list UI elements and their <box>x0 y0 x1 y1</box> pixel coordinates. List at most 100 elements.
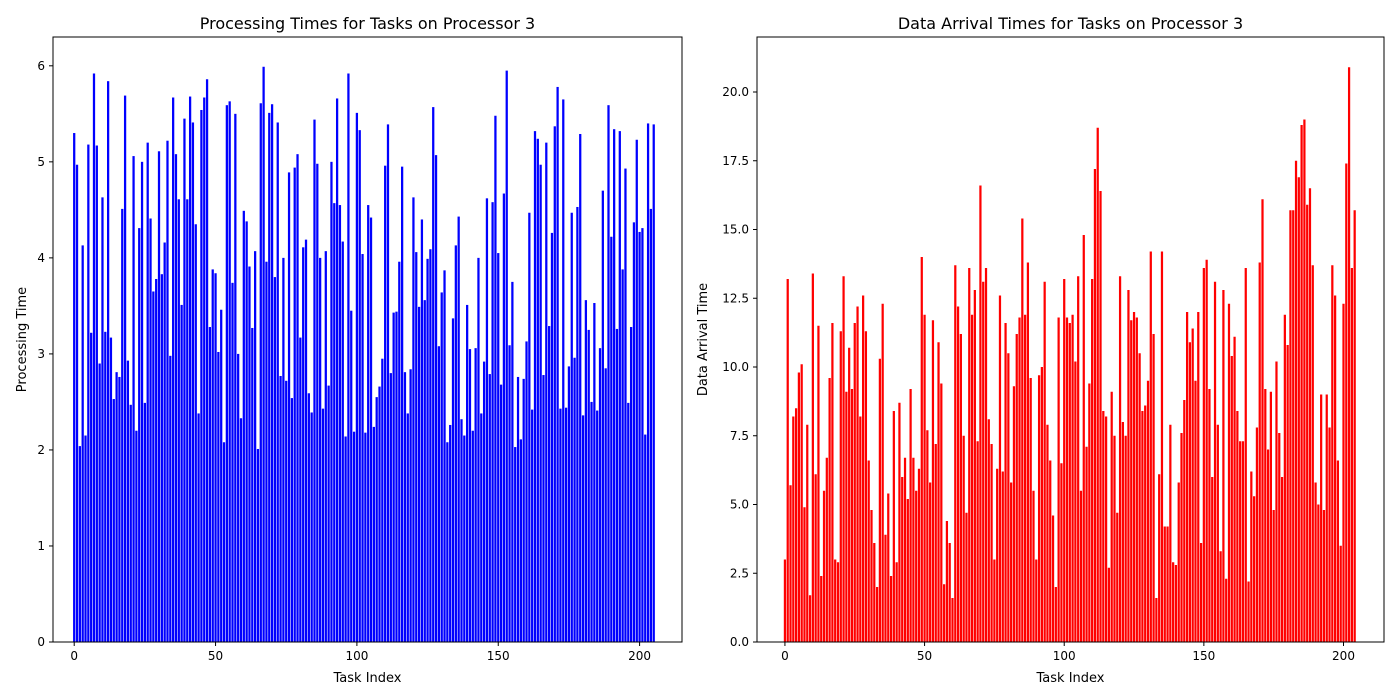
bar <box>259 103 262 642</box>
bar <box>367 205 370 642</box>
y-axis-ticks: 0.0 2.5 5.0 7.5 10.0 12.5 15.0 17.5 20.0 <box>722 85 757 649</box>
bar <box>979 185 982 642</box>
bar <box>406 413 409 642</box>
bar <box>1054 587 1057 642</box>
bar <box>646 123 650 643</box>
bar <box>1255 427 1259 642</box>
bar <box>358 130 361 642</box>
bar <box>1149 251 1152 642</box>
bar <box>1336 460 1340 642</box>
bar <box>610 236 613 642</box>
bar <box>845 391 848 642</box>
bar <box>1172 562 1175 642</box>
bar <box>638 231 641 642</box>
bar <box>923 314 926 642</box>
bar <box>596 410 599 642</box>
bar <box>287 172 291 642</box>
bar <box>84 435 87 642</box>
x-tick-label: 150 <box>1192 649 1215 663</box>
bar <box>482 361 486 642</box>
bar <box>906 499 909 642</box>
x-tick-label: 100 <box>1053 649 1076 663</box>
bar <box>1138 353 1141 642</box>
bar <box>429 249 432 643</box>
bar <box>853 323 856 642</box>
bar <box>293 167 296 642</box>
y-axis-label: Processing Time <box>15 287 30 392</box>
bar <box>304 239 308 642</box>
bar <box>1289 210 1292 642</box>
bar <box>783 559 787 642</box>
bar <box>129 404 132 642</box>
bar <box>1155 598 1158 642</box>
bar <box>968 268 971 642</box>
bar <box>1001 471 1004 642</box>
bar <box>1174 565 1178 642</box>
bar <box>239 418 243 642</box>
bar <box>177 199 180 643</box>
bar <box>1104 416 1108 642</box>
bar <box>208 327 212 642</box>
bar <box>581 415 585 642</box>
bar <box>548 326 551 642</box>
bar <box>364 432 367 642</box>
y-tick-label: 7.5 <box>730 429 749 443</box>
bar <box>1297 177 1300 642</box>
bar <box>1264 389 1267 642</box>
bar <box>95 145 98 642</box>
bar <box>265 261 268 642</box>
bar <box>1060 463 1063 642</box>
bar <box>613 129 616 642</box>
bar <box>324 251 327 642</box>
bar <box>644 434 647 642</box>
bar <box>412 197 415 642</box>
bar <box>987 419 990 642</box>
bar <box>786 279 789 642</box>
bar <box>480 413 483 642</box>
bar <box>485 198 489 642</box>
bar <box>1261 199 1264 642</box>
bar <box>976 441 979 642</box>
bar <box>965 512 968 642</box>
bar <box>135 430 138 642</box>
bar <box>898 402 901 642</box>
bar <box>573 357 576 642</box>
bar <box>533 131 537 643</box>
bar <box>251 327 254 642</box>
bar <box>556 86 559 642</box>
bar <box>211 269 214 642</box>
bar <box>990 444 993 642</box>
bar <box>188 96 192 643</box>
bar <box>273 277 277 642</box>
bar <box>887 493 890 642</box>
bar <box>1113 435 1116 642</box>
bar <box>1211 477 1214 642</box>
bar <box>859 416 862 642</box>
bar <box>109 337 113 642</box>
x-tick-label: 0 <box>781 649 789 663</box>
bar <box>335 98 339 642</box>
bar <box>1233 336 1236 642</box>
bar <box>234 113 237 642</box>
chart-title: Processing Times for Tasks on Processor … <box>200 14 535 33</box>
bar <box>338 205 342 642</box>
bar <box>1141 411 1144 642</box>
bar <box>1266 449 1270 642</box>
bar <box>1166 526 1169 642</box>
bar <box>576 206 579 643</box>
bar <box>384 165 387 642</box>
x-axis-ticks: 0 50 100 150 200 <box>70 642 651 663</box>
bar <box>1325 394 1328 642</box>
bar <box>121 208 124 642</box>
bar <box>296 154 299 642</box>
y-tick-label: 17.5 <box>722 154 749 168</box>
bar <box>81 245 84 642</box>
bar <box>590 401 593 642</box>
bar <box>205 79 209 642</box>
y-tick-label: 5.0 <box>730 498 749 512</box>
bar <box>903 457 907 642</box>
bar <box>892 411 895 642</box>
bar <box>1278 433 1281 642</box>
bar <box>828 378 831 642</box>
data-arrival-times-chart: 0 50 100 150 200 0.0 2.5 5.0 7.5 10.0 12.5 15.0 17.… <box>696 14 1385 686</box>
